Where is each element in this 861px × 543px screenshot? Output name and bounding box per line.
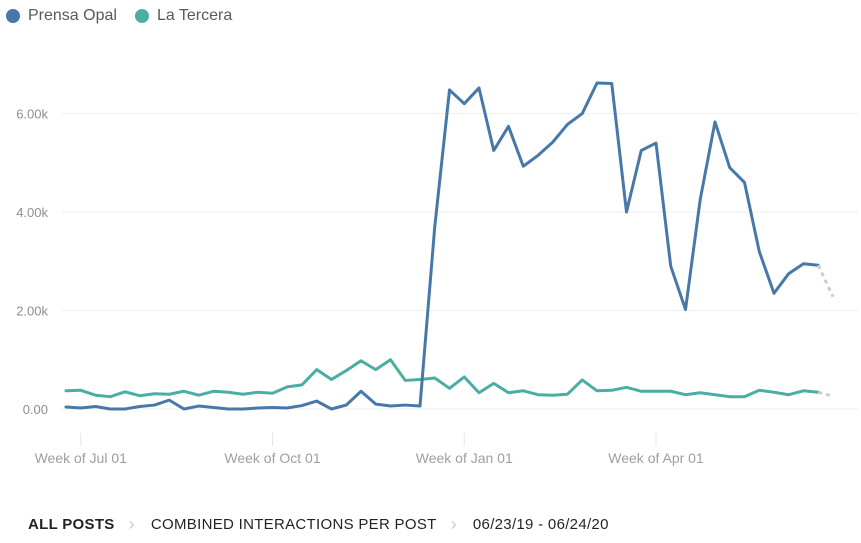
legend-label-la-tercera: La Tercera	[156, 7, 233, 24]
y-axis-ticks: 0.00 2.00k 4.00k 6.00k	[16, 107, 48, 417]
y-tick-label: 0.00	[23, 402, 48, 417]
legend-item-prensa-opal[interactable]: Prensa Opal	[6, 7, 117, 25]
series-projection-la-tercera	[817, 390, 834, 398]
y-tick-label: 4.00k	[16, 205, 48, 220]
series-lines	[64, 81, 835, 411]
x-tick-label: Week of Jul 01	[35, 450, 128, 466]
chevron-right-icon: ›	[128, 514, 135, 534]
legend-swatch-la-tercera	[134, 9, 149, 23]
legend-swatch-prensa-opal	[6, 9, 20, 23]
breadcrumb-metric[interactable]: COMBINED INTERACTIONS PER POST	[150, 516, 437, 533]
series-line-la-tercera	[64, 358, 820, 399]
y-tick-label: 6.00k	[16, 107, 48, 122]
gridlines	[62, 113, 858, 410]
x-tick-label: Week of Jan 01	[416, 450, 513, 466]
legend-label-prensa-opal: Prensa Opal	[28, 7, 117, 24]
chart-legend: Prensa Opal La Tercera	[6, 4, 232, 28]
x-tick-label: Week of Oct 01	[224, 450, 320, 466]
x-tick-label: Week of Apr 01	[608, 450, 704, 466]
series-projection-prensa-opal	[816, 264, 835, 298]
breadcrumb: ALL POSTS › COMBINED INTERACTIONS PER PO…	[28, 514, 609, 534]
chevron-right-icon: ›	[450, 514, 457, 534]
series-line-prensa-opal	[64, 81, 820, 411]
legend-item-la-tercera[interactable]: La Tercera	[134, 7, 233, 25]
y-tick-label: 2.00k	[16, 304, 48, 319]
x-axis-ticks: Week of Jul 01 Week of Oct 01 Week of Jan …	[35, 433, 704, 466]
breadcrumb-date-range[interactable]: 06/23/19 - 06/24/20	[472, 516, 609, 533]
breadcrumb-all-posts[interactable]: ALL POSTS	[28, 516, 115, 533]
